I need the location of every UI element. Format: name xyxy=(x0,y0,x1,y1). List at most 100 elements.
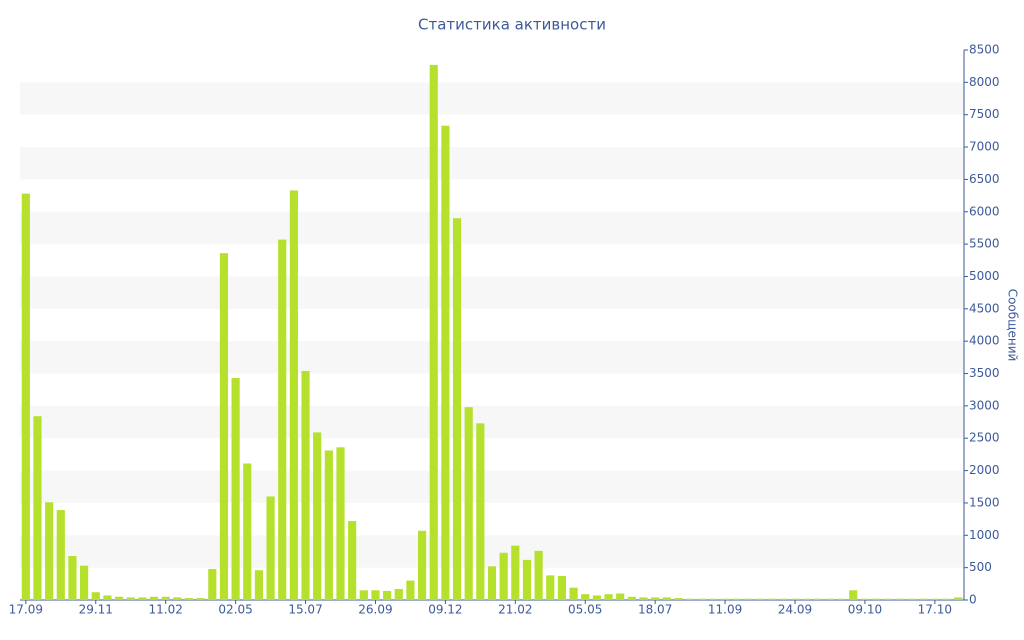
bar xyxy=(534,550,543,600)
bar xyxy=(487,566,497,600)
y-tick-label: 3500 xyxy=(969,366,1000,380)
bar xyxy=(697,598,706,600)
bar xyxy=(56,510,65,600)
y-tick-label: 2500 xyxy=(969,431,1000,445)
bar xyxy=(243,463,252,600)
bar xyxy=(802,598,811,600)
y-tick-label: 7500 xyxy=(969,107,1000,121)
bar xyxy=(779,598,788,600)
bar xyxy=(254,570,263,600)
bar xyxy=(278,239,287,600)
x-tick-label: 26.09 xyxy=(358,603,392,617)
bar xyxy=(208,568,217,600)
bar xyxy=(651,597,660,600)
bar xyxy=(860,598,870,600)
grid-band xyxy=(20,341,964,374)
bar xyxy=(732,598,741,600)
bar xyxy=(721,598,730,600)
bar xyxy=(184,598,194,600)
bar xyxy=(592,595,601,600)
x-tick-label: 17.09 xyxy=(9,603,43,617)
bar xyxy=(114,596,124,600)
bar xyxy=(581,594,590,600)
bar xyxy=(336,447,345,600)
bar xyxy=(219,253,229,601)
bar xyxy=(744,598,753,600)
bar xyxy=(348,521,357,600)
x-tick-label: 09.10 xyxy=(848,603,882,617)
chart-title: Статистика активности xyxy=(418,16,606,34)
y-axis-label: Сообщений xyxy=(1006,289,1020,362)
bar xyxy=(149,596,159,600)
x-tick-label: 29.11 xyxy=(79,603,113,617)
bar xyxy=(313,432,322,600)
bar xyxy=(126,597,135,600)
bar xyxy=(91,592,100,600)
bar xyxy=(639,597,648,600)
bar xyxy=(837,598,846,600)
bar xyxy=(80,565,89,600)
bar xyxy=(895,598,904,600)
bar xyxy=(662,597,671,600)
bar xyxy=(790,598,800,600)
bar xyxy=(674,598,683,600)
x-tick-label: 17.10 xyxy=(918,603,952,617)
y-tick-label: 4500 xyxy=(969,301,1000,315)
y-tick-label: 1500 xyxy=(969,495,1000,509)
bar xyxy=(33,416,42,600)
bar xyxy=(196,598,205,600)
bar xyxy=(476,423,485,600)
y-tick-label: 6000 xyxy=(969,204,1000,218)
bar xyxy=(499,552,508,600)
bar xyxy=(406,580,415,600)
bar xyxy=(767,598,776,600)
y-tick-label: 6500 xyxy=(969,172,1000,186)
y-tick-label: 8000 xyxy=(969,75,1000,89)
bar xyxy=(825,598,835,600)
bar xyxy=(814,598,823,600)
bar xyxy=(919,598,928,600)
x-tick-label: 18.07 xyxy=(638,603,672,617)
y-tick-label: 3000 xyxy=(969,398,1000,412)
bar xyxy=(417,530,427,600)
grid-band xyxy=(20,405,964,439)
bar xyxy=(173,597,182,600)
x-tick-label: 15.07 xyxy=(288,603,322,617)
bar xyxy=(604,594,613,600)
x-tick-label: 11.02 xyxy=(148,603,182,617)
bar xyxy=(616,593,625,600)
x-tick-label: 02.05 xyxy=(218,603,252,617)
bar xyxy=(45,502,54,600)
bar xyxy=(942,598,951,600)
bar xyxy=(546,575,555,600)
bar xyxy=(289,190,298,601)
x-tick-label: 24.09 xyxy=(778,603,812,617)
y-tick-label: 4000 xyxy=(969,334,1000,348)
y-tick-label: 8500 xyxy=(969,43,1000,57)
y-tick-label: 5500 xyxy=(969,237,1000,251)
bar xyxy=(907,598,916,600)
bar xyxy=(359,590,368,600)
bar xyxy=(429,64,438,601)
bar xyxy=(161,596,170,600)
bar xyxy=(441,125,450,601)
bar xyxy=(569,587,578,600)
bar xyxy=(557,576,567,600)
bar xyxy=(464,407,473,600)
y-tick-label: 7000 xyxy=(969,140,1000,154)
bar xyxy=(522,559,532,600)
y-tick-label: 2000 xyxy=(969,463,1000,477)
bar xyxy=(709,598,718,600)
bar xyxy=(266,496,275,600)
bar xyxy=(511,545,520,600)
x-tick-label: 11.09 xyxy=(708,603,742,617)
x-tick-label: 05.05 xyxy=(568,603,602,617)
grid-band xyxy=(20,276,964,309)
grid-band xyxy=(20,147,964,180)
y-tick-label: 5000 xyxy=(969,269,1000,283)
y-tick-label: 0 xyxy=(969,593,977,607)
grid-band xyxy=(20,82,964,115)
bar xyxy=(394,589,403,600)
bar xyxy=(231,378,240,600)
